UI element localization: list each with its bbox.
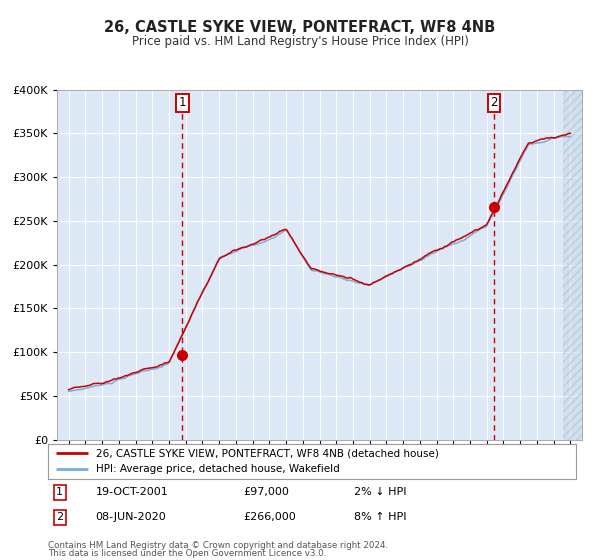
Text: 19-OCT-2001: 19-OCT-2001 — [95, 487, 168, 497]
Text: £266,000: £266,000 — [244, 512, 296, 522]
Text: Contains HM Land Registry data © Crown copyright and database right 2024.: Contains HM Land Registry data © Crown c… — [48, 541, 388, 550]
Text: 26, CASTLE SYKE VIEW, PONTEFRACT, WF8 4NB: 26, CASTLE SYKE VIEW, PONTEFRACT, WF8 4N… — [104, 20, 496, 35]
Text: 2: 2 — [56, 512, 63, 522]
Text: £97,000: £97,000 — [244, 487, 289, 497]
Text: 1: 1 — [56, 487, 63, 497]
Text: 08-JUN-2020: 08-JUN-2020 — [95, 512, 166, 522]
Text: 2% ↓ HPI: 2% ↓ HPI — [354, 487, 407, 497]
Text: 8% ↑ HPI: 8% ↑ HPI — [354, 512, 407, 522]
Text: This data is licensed under the Open Government Licence v3.0.: This data is licensed under the Open Gov… — [48, 549, 326, 558]
Polygon shape — [563, 90, 582, 440]
Text: 1: 1 — [179, 96, 186, 109]
Text: 26, CASTLE SYKE VIEW, PONTEFRACT, WF8 4NB (detached house): 26, CASTLE SYKE VIEW, PONTEFRACT, WF8 4N… — [95, 449, 439, 459]
Text: 2: 2 — [490, 96, 498, 109]
Text: Price paid vs. HM Land Registry's House Price Index (HPI): Price paid vs. HM Land Registry's House … — [131, 35, 469, 48]
Text: HPI: Average price, detached house, Wakefield: HPI: Average price, detached house, Wake… — [95, 464, 339, 474]
